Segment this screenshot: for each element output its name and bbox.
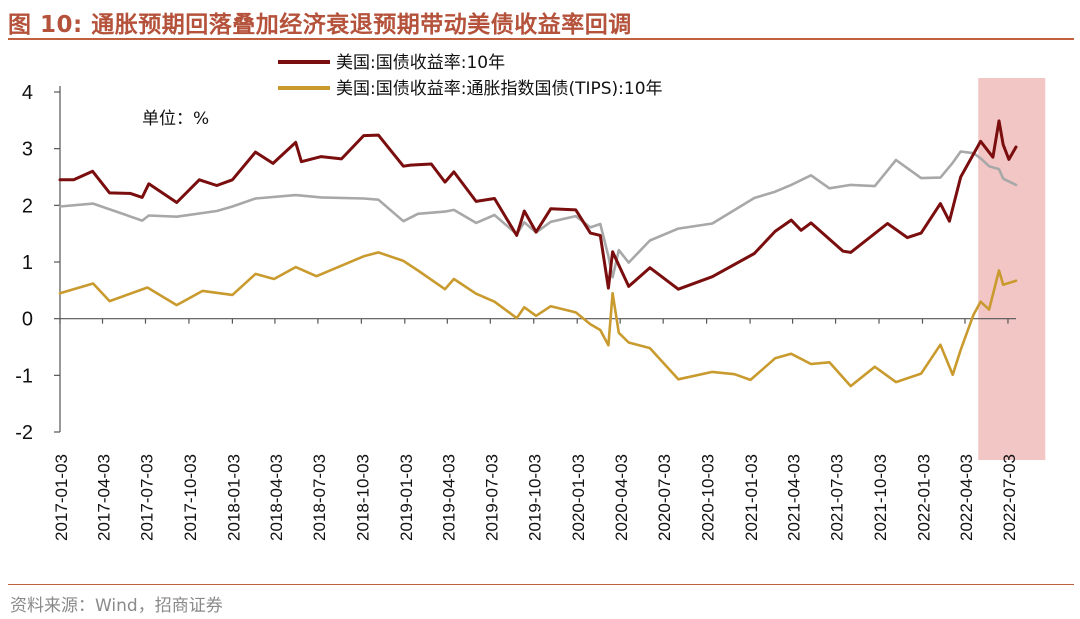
x-tick-label: 2021-04-03 bbox=[785, 454, 804, 541]
legend-label-0: 美国:国债收益率:10年 bbox=[336, 53, 505, 73]
y-tick-label: 4 bbox=[22, 82, 33, 104]
highlight-region bbox=[978, 78, 1046, 460]
title-bar: 图 10: 通胀预期回落叠加经济衰退预期带动美债收益率回调 bbox=[0, 0, 1080, 40]
y-tick-label: -1 bbox=[15, 365, 33, 387]
legend-label-1: 美国:国债收益率:通胀指数国债(TIPS):10年 bbox=[336, 79, 663, 99]
x-tick-label: 2022-04-03 bbox=[957, 454, 976, 541]
x-tick-label: 2019-01-03 bbox=[397, 454, 416, 541]
title-divider bbox=[8, 38, 1074, 40]
x-tick-label: 2022-07-03 bbox=[1000, 454, 1019, 541]
figure-title: 图 10: 通胀预期回落叠加经济衰退预期带动美债收益率回调 bbox=[8, 12, 632, 38]
y-tick-label: 2 bbox=[22, 195, 33, 217]
source-note: 资料来源：Wind，招商证券 bbox=[10, 596, 223, 616]
y-tick-label: 3 bbox=[22, 139, 33, 161]
x-tick-label: 2021-01-03 bbox=[742, 454, 761, 541]
x-tick-label: 2017-04-03 bbox=[95, 454, 114, 541]
x-tick-label: 2019-04-03 bbox=[439, 454, 458, 541]
x-tick-label: 2018-10-03 bbox=[353, 454, 372, 541]
series-line-1 bbox=[58, 251, 1018, 388]
x-tick-label: 2018-04-03 bbox=[267, 454, 286, 541]
footer-divider bbox=[8, 584, 1074, 585]
x-tick-label: 2022-01-03 bbox=[914, 454, 933, 541]
x-tick-label: 2021-10-03 bbox=[871, 454, 890, 541]
y-tick-label: -2 bbox=[15, 422, 33, 444]
x-tick-label: 2017-07-03 bbox=[137, 454, 156, 541]
x-tick-label: 2021-07-03 bbox=[828, 454, 847, 541]
x-tick-label: 2017-01-03 bbox=[52, 454, 71, 541]
y-tick-label: 0 bbox=[22, 309, 33, 331]
x-tick-label: 2019-10-03 bbox=[526, 454, 545, 541]
x-tick-label: 2020-01-03 bbox=[569, 454, 588, 541]
series-line-0 bbox=[58, 119, 1018, 291]
unit-label: 单位：% bbox=[142, 109, 209, 129]
x-tick-label: 2019-07-03 bbox=[482, 454, 501, 541]
x-tick-label: 2017-10-03 bbox=[181, 454, 200, 541]
series-line-2 bbox=[58, 150, 1018, 279]
x-tick-label: 2020-04-03 bbox=[612, 454, 631, 541]
x-tick-label: 2018-07-03 bbox=[310, 454, 329, 541]
line-chart: 4 3 2 1 0 -1 -2 2017-01-03 2017-04-03 2017-07-03 2… bbox=[15, 53, 1046, 541]
x-tick-label: 2018-01-03 bbox=[224, 454, 243, 541]
y-tick-label: 1 bbox=[22, 252, 33, 274]
x-tick-label: 2020-07-03 bbox=[655, 454, 674, 541]
x-tick-label: 2020-10-03 bbox=[699, 454, 718, 541]
